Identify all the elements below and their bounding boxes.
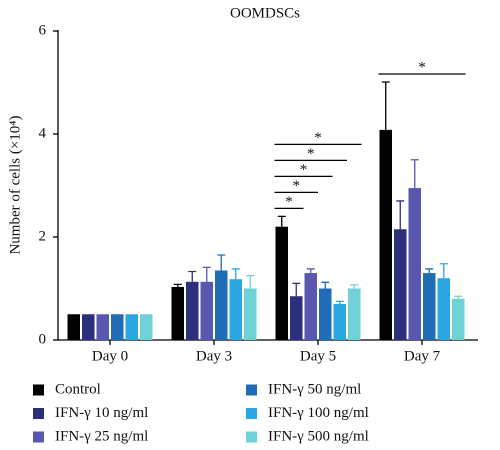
error-bar xyxy=(410,159,419,189)
error-bar xyxy=(335,300,344,304)
x-tick-label: Day 7 xyxy=(404,348,441,364)
y-tick-label: 4 xyxy=(39,125,47,141)
bar xyxy=(229,279,242,340)
bar xyxy=(244,288,257,340)
legend-swatch xyxy=(246,408,257,419)
bar xyxy=(171,286,184,340)
legend-label: IFN-γ 25 ng/ml xyxy=(55,428,148,444)
error-bar xyxy=(321,281,330,289)
bar xyxy=(348,288,361,340)
error-bar xyxy=(381,81,390,130)
error-bar xyxy=(202,266,211,282)
bar xyxy=(437,278,450,340)
y-tick-label: 2 xyxy=(39,228,47,244)
bar xyxy=(333,303,346,340)
legend-label: IFN-γ 100 ng/ml xyxy=(268,405,369,421)
error-bar xyxy=(246,274,255,289)
bar xyxy=(96,314,109,340)
bar xyxy=(140,314,153,340)
significance-mark: * xyxy=(300,162,308,178)
bar xyxy=(275,226,288,340)
error-bar xyxy=(277,215,286,227)
legend-label: IFN-γ 10 ng/ml xyxy=(55,405,148,421)
y-axis-label: Number of cells (×10⁴) xyxy=(7,115,23,254)
bar xyxy=(379,129,392,340)
bar xyxy=(200,281,213,340)
error-bar xyxy=(217,254,226,271)
legend-label: IFN-γ 50 ng/ml xyxy=(268,381,361,397)
error-bar xyxy=(425,268,434,274)
significance-mark: * xyxy=(293,178,301,194)
x-tick-label: Day 3 xyxy=(196,348,232,364)
legend-swatch xyxy=(33,384,44,396)
x-tick-label: Day 0 xyxy=(92,348,128,364)
bar xyxy=(215,270,228,340)
error-bar xyxy=(396,200,405,230)
bar xyxy=(125,314,138,340)
bar xyxy=(408,188,421,340)
error-bar xyxy=(231,268,240,280)
error-bar xyxy=(306,268,315,274)
x-tick-label: Day 5 xyxy=(300,348,336,364)
significance-mark: * xyxy=(314,130,322,146)
significance-mark: * xyxy=(307,146,315,162)
legend-swatch xyxy=(246,384,257,396)
significance-mark: * xyxy=(418,59,426,75)
bar xyxy=(290,296,303,340)
y-tick-label: 0 xyxy=(39,331,47,347)
error-bar xyxy=(350,284,359,289)
bar xyxy=(304,273,317,340)
chart-title: OOMDSCs xyxy=(230,5,300,21)
bar xyxy=(82,314,95,340)
error-bar xyxy=(439,263,448,279)
error-bar xyxy=(454,295,463,299)
bar xyxy=(452,298,465,340)
legend-swatch xyxy=(33,408,44,419)
legend-label: IFN-γ 500 ng/ml xyxy=(268,428,369,444)
bar xyxy=(186,281,199,340)
error-bar xyxy=(173,283,182,287)
error-bar xyxy=(292,282,301,297)
legend-swatch xyxy=(33,431,44,443)
bar xyxy=(394,229,407,340)
error-bar xyxy=(188,270,197,282)
bar xyxy=(423,273,436,340)
bar xyxy=(319,288,332,340)
significance-mark: * xyxy=(285,194,293,210)
y-tick-label: 6 xyxy=(39,22,47,38)
legend-label: Control xyxy=(55,381,101,397)
legend-swatch xyxy=(246,431,257,443)
bar xyxy=(111,314,124,340)
bar xyxy=(67,314,80,340)
